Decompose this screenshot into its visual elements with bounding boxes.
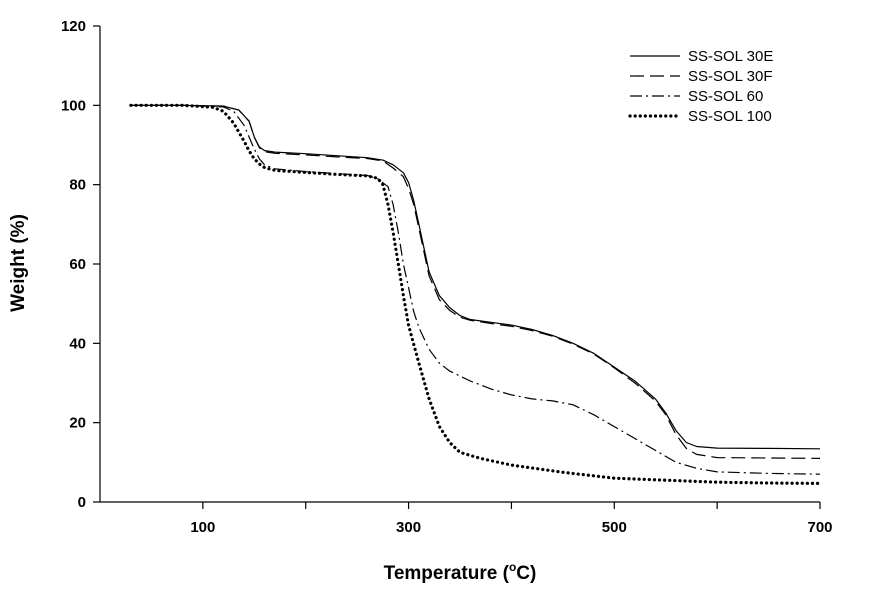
y-tick-label: 100	[61, 97, 86, 114]
y-tick-label: 40	[69, 335, 86, 352]
x-tick-label: 700	[807, 519, 832, 536]
y-tick-label: 0	[78, 494, 86, 511]
series-line-2	[130, 104, 821, 459]
legend-label-1: SS-SOL 30E	[688, 48, 773, 65]
legend-label-2: SS-SOL 30F	[688, 68, 772, 85]
y-tick-label: 120	[61, 18, 86, 35]
series-line-3	[130, 104, 821, 475]
x-tick-label: 500	[602, 519, 627, 536]
series-line-1	[130, 104, 821, 450]
y-tick-label: 60	[69, 256, 86, 273]
y-tick-label: 20	[69, 415, 86, 432]
y-axis-title: Weight (%)	[8, 214, 29, 312]
x-axis: 100 300 500 700	[190, 502, 833, 536]
series-layer	[129, 103, 822, 485]
legend-label-4: SS-SOL 100	[688, 108, 772, 125]
x-tick-label: 300	[396, 519, 421, 536]
x-axis-title: Temperature (oC)	[384, 560, 537, 584]
y-tick-label: 80	[69, 177, 86, 194]
series-line-4	[129, 103, 822, 485]
legend: SS-SOL 30E SS-SOL 30F SS-SOL 60 SS-SOL 100	[628, 48, 773, 125]
legend-label-3: SS-SOL 60	[688, 88, 763, 105]
y-axis: 0 20 40 60 80 100 120	[61, 18, 100, 511]
x-tick-label: 100	[190, 519, 215, 536]
